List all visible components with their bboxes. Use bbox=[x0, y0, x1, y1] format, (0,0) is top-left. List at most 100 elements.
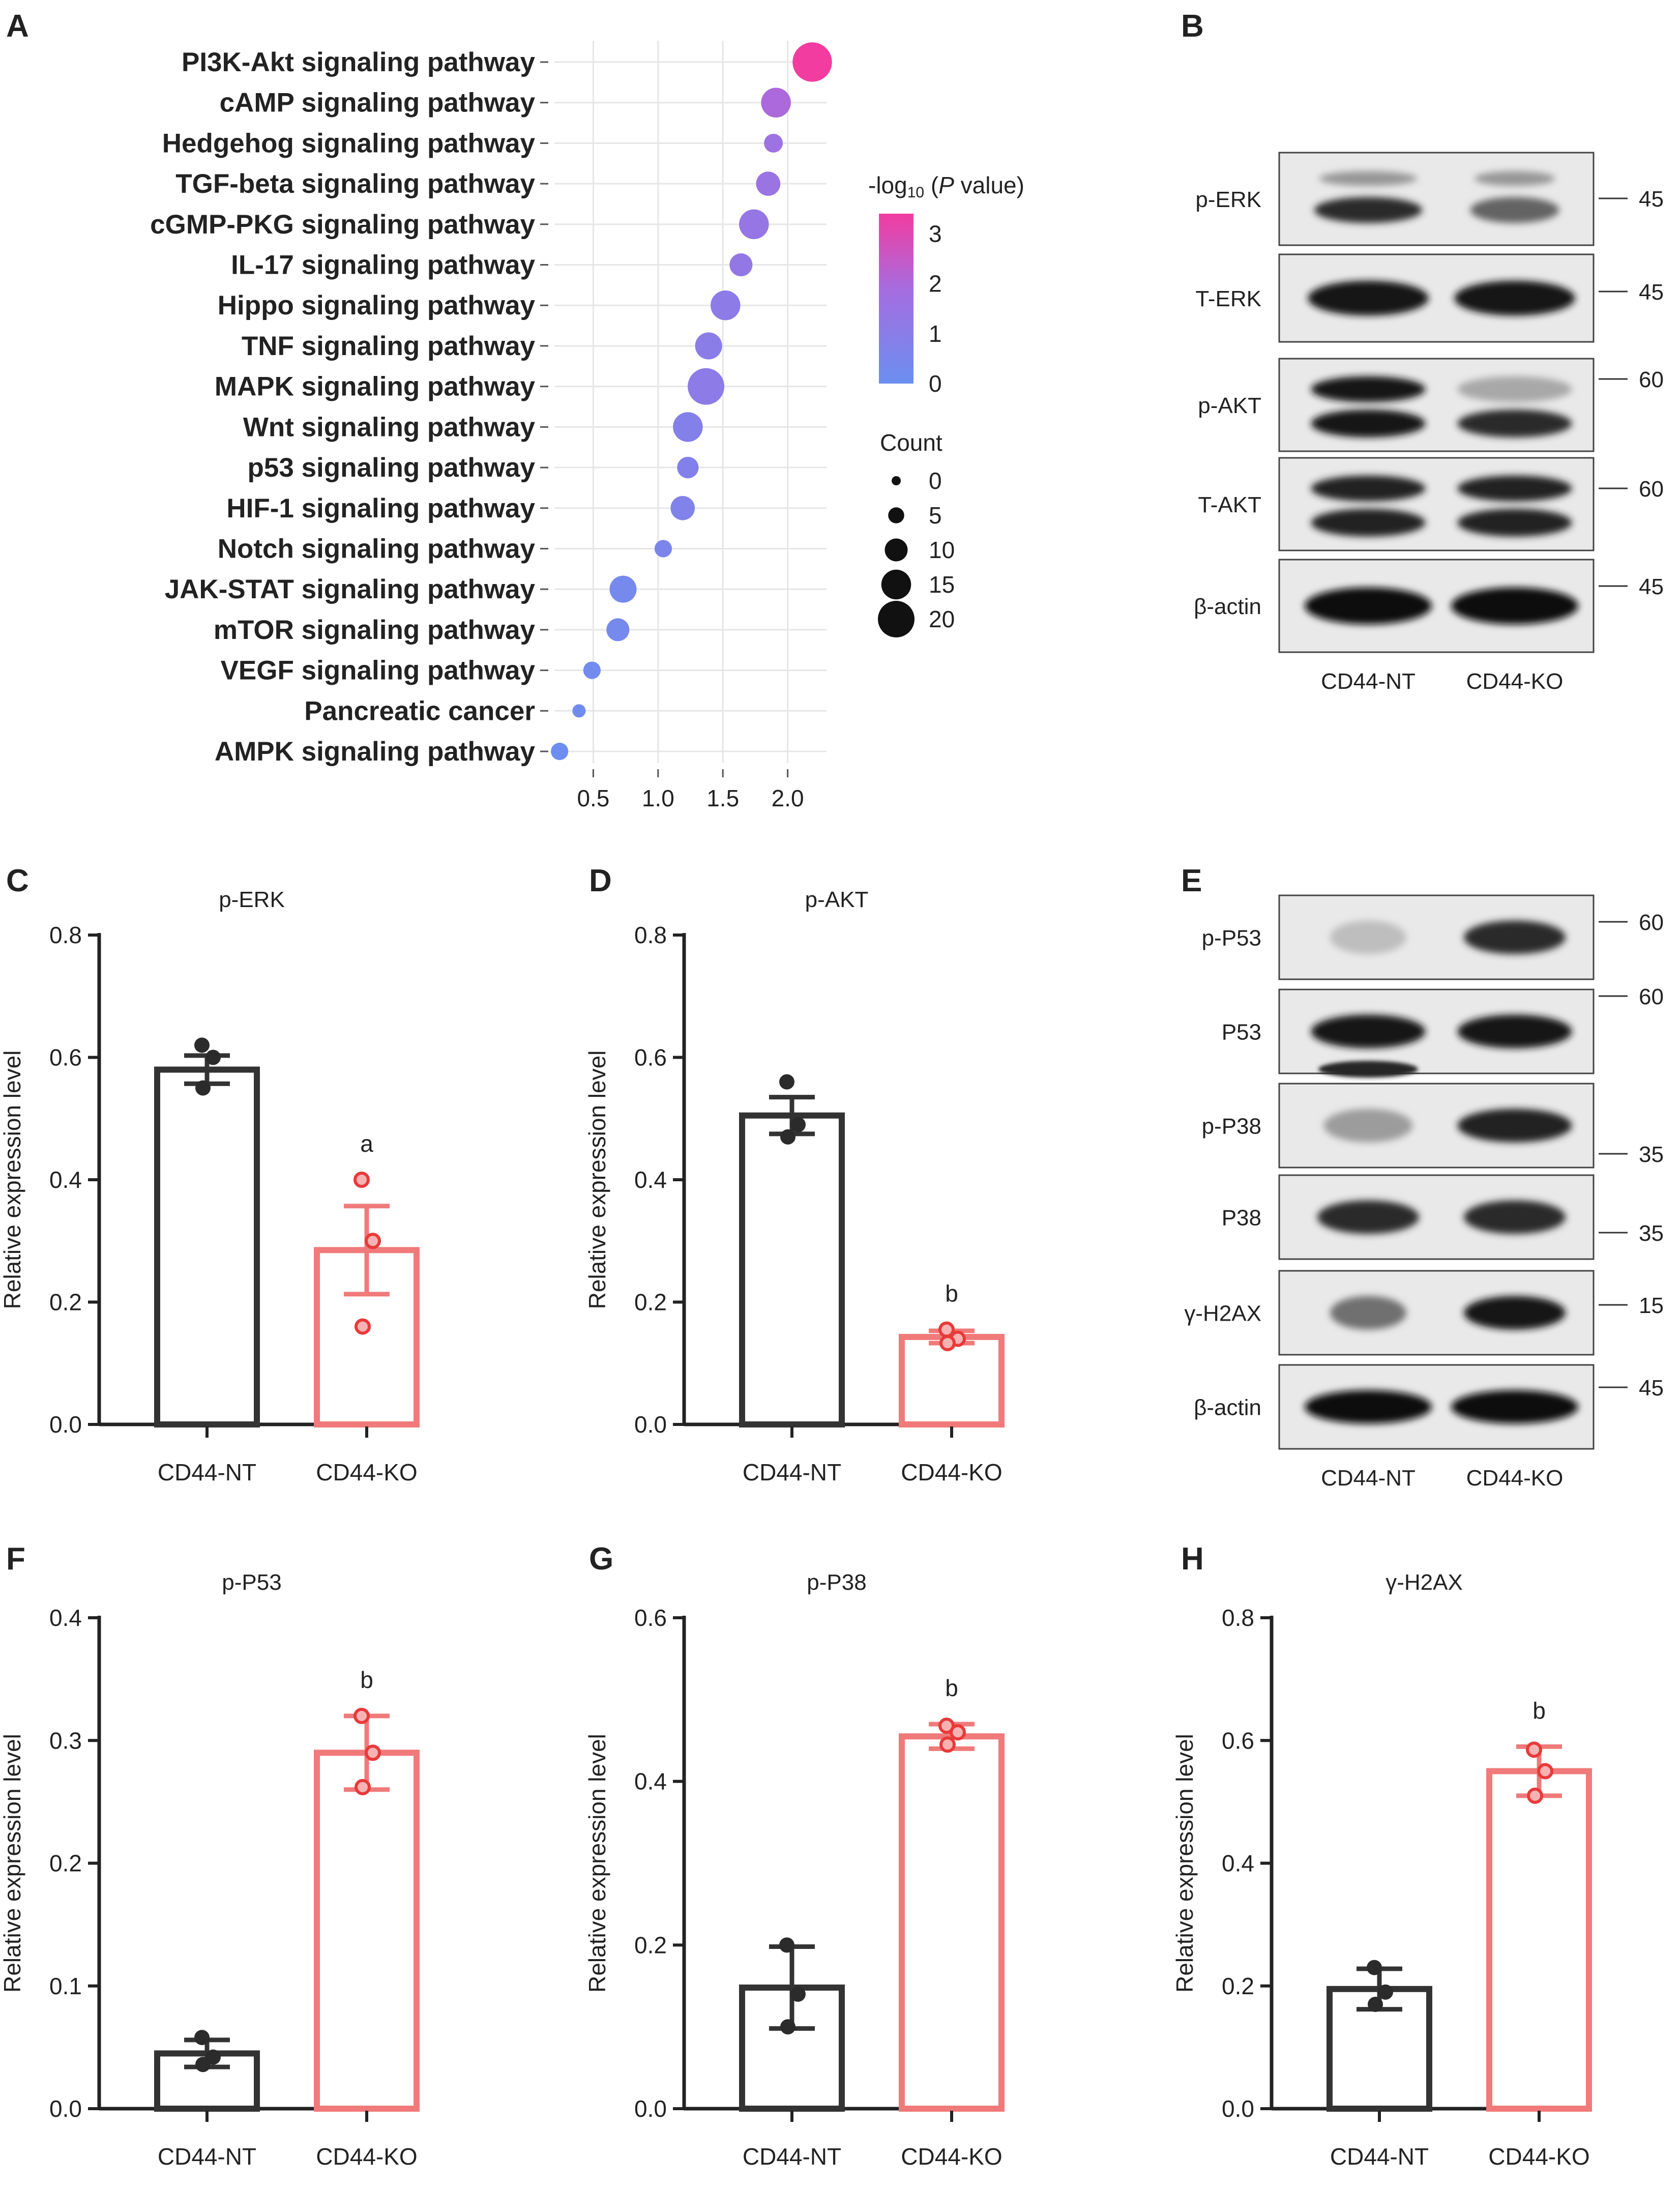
size-legend-dot bbox=[881, 569, 911, 600]
blot-band bbox=[1330, 920, 1406, 954]
y-tick-label: 0.0 bbox=[1222, 2095, 1254, 2122]
bar bbox=[314, 1750, 420, 2112]
dot-plot-points bbox=[551, 42, 832, 761]
blot-row-label: P38 bbox=[1222, 1206, 1261, 1231]
y-tick-label: 0.8 bbox=[49, 922, 82, 948]
marker-label: 60 bbox=[1639, 477, 1664, 502]
size-legend: 0 5 10 15 20 bbox=[878, 468, 955, 637]
pathway-dot bbox=[673, 412, 703, 442]
pathway-label: TGF-beta signaling pathway bbox=[175, 169, 535, 199]
panel-label-d: D bbox=[589, 863, 612, 898]
pathway-label: IL-17 signaling pathway bbox=[231, 250, 535, 280]
pathway-dot bbox=[606, 618, 630, 642]
bar-chart-p-akt: 0.0 0.2 0.4 0.6 0.8 Relative expression level… bbox=[584, 887, 1005, 1485]
blot-band bbox=[1319, 171, 1418, 186]
size-legend-label: 5 bbox=[929, 502, 942, 529]
blot-band bbox=[1311, 509, 1426, 537]
y-tick-label: 0.6 bbox=[1222, 1727, 1254, 1754]
pathway-dot bbox=[739, 209, 769, 240]
pathway-dot bbox=[695, 332, 722, 360]
blot-band bbox=[1305, 1390, 1432, 1424]
significance-label: a bbox=[360, 1130, 373, 1157]
data-point bbox=[194, 1037, 210, 1053]
blot-band bbox=[1330, 1296, 1406, 1330]
x-tick-label: CD44-NT bbox=[158, 2143, 256, 2170]
chart-title: p-P53 bbox=[222, 1570, 281, 1595]
blot-strip bbox=[1278, 152, 1595, 246]
significance-label: b bbox=[945, 1280, 958, 1307]
bar-chart-gamma-h2ax: 0.0 0.2 0.4 0.6 0.8 Relative expression level… bbox=[1171, 1570, 1592, 2170]
data-point bbox=[205, 1050, 221, 1065]
data-point bbox=[1367, 1960, 1382, 1975]
marker-label: 45 bbox=[1639, 1376, 1664, 1401]
marker-label: 45 bbox=[1639, 574, 1664, 599]
y-tick-label: 0.8 bbox=[634, 922, 667, 948]
data-point bbox=[194, 2030, 210, 2046]
western-blot-e: p-P53 60 P53 60 p-P38 35 P38 35 γ-H2AX 15 β-actin 4… bbox=[1184, 894, 1664, 1491]
chart-title: p-ERK bbox=[219, 887, 285, 912]
size-legend-dot bbox=[878, 601, 915, 637]
blot-lane-label: CD44-NT bbox=[1321, 669, 1416, 694]
blot-strip bbox=[1278, 457, 1595, 551]
data-point bbox=[353, 1172, 370, 1188]
blot-band bbox=[1305, 587, 1432, 625]
pathway-dot bbox=[654, 540, 672, 558]
pathway-labels: PI3K-Akt signaling pathway cAMP signaling… bbox=[150, 47, 548, 767]
western-blot-b: p-ERK 45 T-ERK 45 p-AKT 60 T-AKT 60 β-actin 45 CD4… bbox=[1194, 152, 1664, 694]
y-tick-label: 0.6 bbox=[634, 1605, 667, 1631]
dot-plot-grid bbox=[554, 41, 827, 763]
blot-band bbox=[1311, 410, 1426, 438]
blot-band bbox=[1464, 1296, 1566, 1330]
blot-band bbox=[1454, 280, 1575, 316]
panel-label-b: B bbox=[1181, 9, 1204, 44]
x-tick-label: CD44-KO bbox=[1488, 2143, 1589, 2170]
y-tick-label: 0.2 bbox=[634, 1289, 667, 1316]
blot-band bbox=[1457, 1109, 1572, 1143]
y-tick-label: 0.2 bbox=[49, 1850, 82, 1877]
pathway-label: Hedgehog signaling pathway bbox=[162, 128, 536, 158]
blot-lane-label: CD44-KO bbox=[1466, 1466, 1564, 1491]
pathway-dot bbox=[670, 496, 695, 520]
size-legend-label: 10 bbox=[929, 537, 955, 563]
colorbar-tick-label: 3 bbox=[929, 220, 942, 247]
y-tick-label: 0.4 bbox=[49, 1167, 82, 1193]
pathway-label: Wnt signaling pathway bbox=[243, 412, 536, 442]
y-tick-label: 0.1 bbox=[49, 1973, 82, 1999]
blot-band bbox=[1451, 1390, 1578, 1424]
data-point bbox=[365, 1744, 381, 1761]
y-axis-label: Relative expression level bbox=[0, 1051, 25, 1309]
colorbar-title: -log10 (P value) bbox=[868, 172, 1024, 201]
pathway-label: VEGF signaling pathway bbox=[221, 656, 536, 686]
data-point bbox=[1368, 1996, 1383, 2012]
size-legend-label: 15 bbox=[929, 571, 955, 598]
marker-label: 60 bbox=[1639, 910, 1664, 935]
colorbar-tick-label: 2 bbox=[929, 271, 942, 297]
x-tick-label: CD44-KO bbox=[316, 1459, 417, 1485]
x-tick-label: CD44-NT bbox=[158, 1459, 256, 1485]
blot-band bbox=[1311, 475, 1426, 502]
pathway-label: AMPK signaling pathway bbox=[215, 737, 536, 767]
pathway-label: Pancreatic cancer bbox=[304, 696, 535, 726]
data-point bbox=[1526, 1741, 1542, 1758]
y-tick-label: 0.4 bbox=[634, 1768, 667, 1795]
data-point bbox=[790, 1117, 806, 1132]
data-point bbox=[353, 1708, 370, 1724]
y-tick-label: 0.0 bbox=[634, 2095, 667, 2122]
blot-band bbox=[1311, 376, 1426, 402]
x-tick-label: 1.0 bbox=[642, 785, 674, 811]
significance-label: b bbox=[945, 1675, 958, 1701]
y-tick-label: 0.4 bbox=[1222, 1850, 1254, 1877]
colorbar-tick-label: 0 bbox=[929, 370, 942, 397]
pathway-label: Notch signaling pathway bbox=[218, 534, 536, 564]
pathway-dot bbox=[572, 704, 586, 718]
pathway-dot bbox=[764, 133, 783, 153]
blot-row-label: p-ERK bbox=[1195, 187, 1261, 212]
data-point bbox=[365, 1233, 381, 1249]
chart-title: γ-H2AX bbox=[1386, 1570, 1463, 1595]
pathway-dot bbox=[677, 456, 699, 479]
x-tick-label: CD44-KO bbox=[901, 1459, 1002, 1485]
bar bbox=[154, 1066, 260, 1428]
blot-lane-label: CD44-KO bbox=[1466, 669, 1564, 694]
y-tick-label: 0.8 bbox=[1222, 1605, 1254, 1631]
y-tick-label: 0.2 bbox=[49, 1289, 82, 1316]
